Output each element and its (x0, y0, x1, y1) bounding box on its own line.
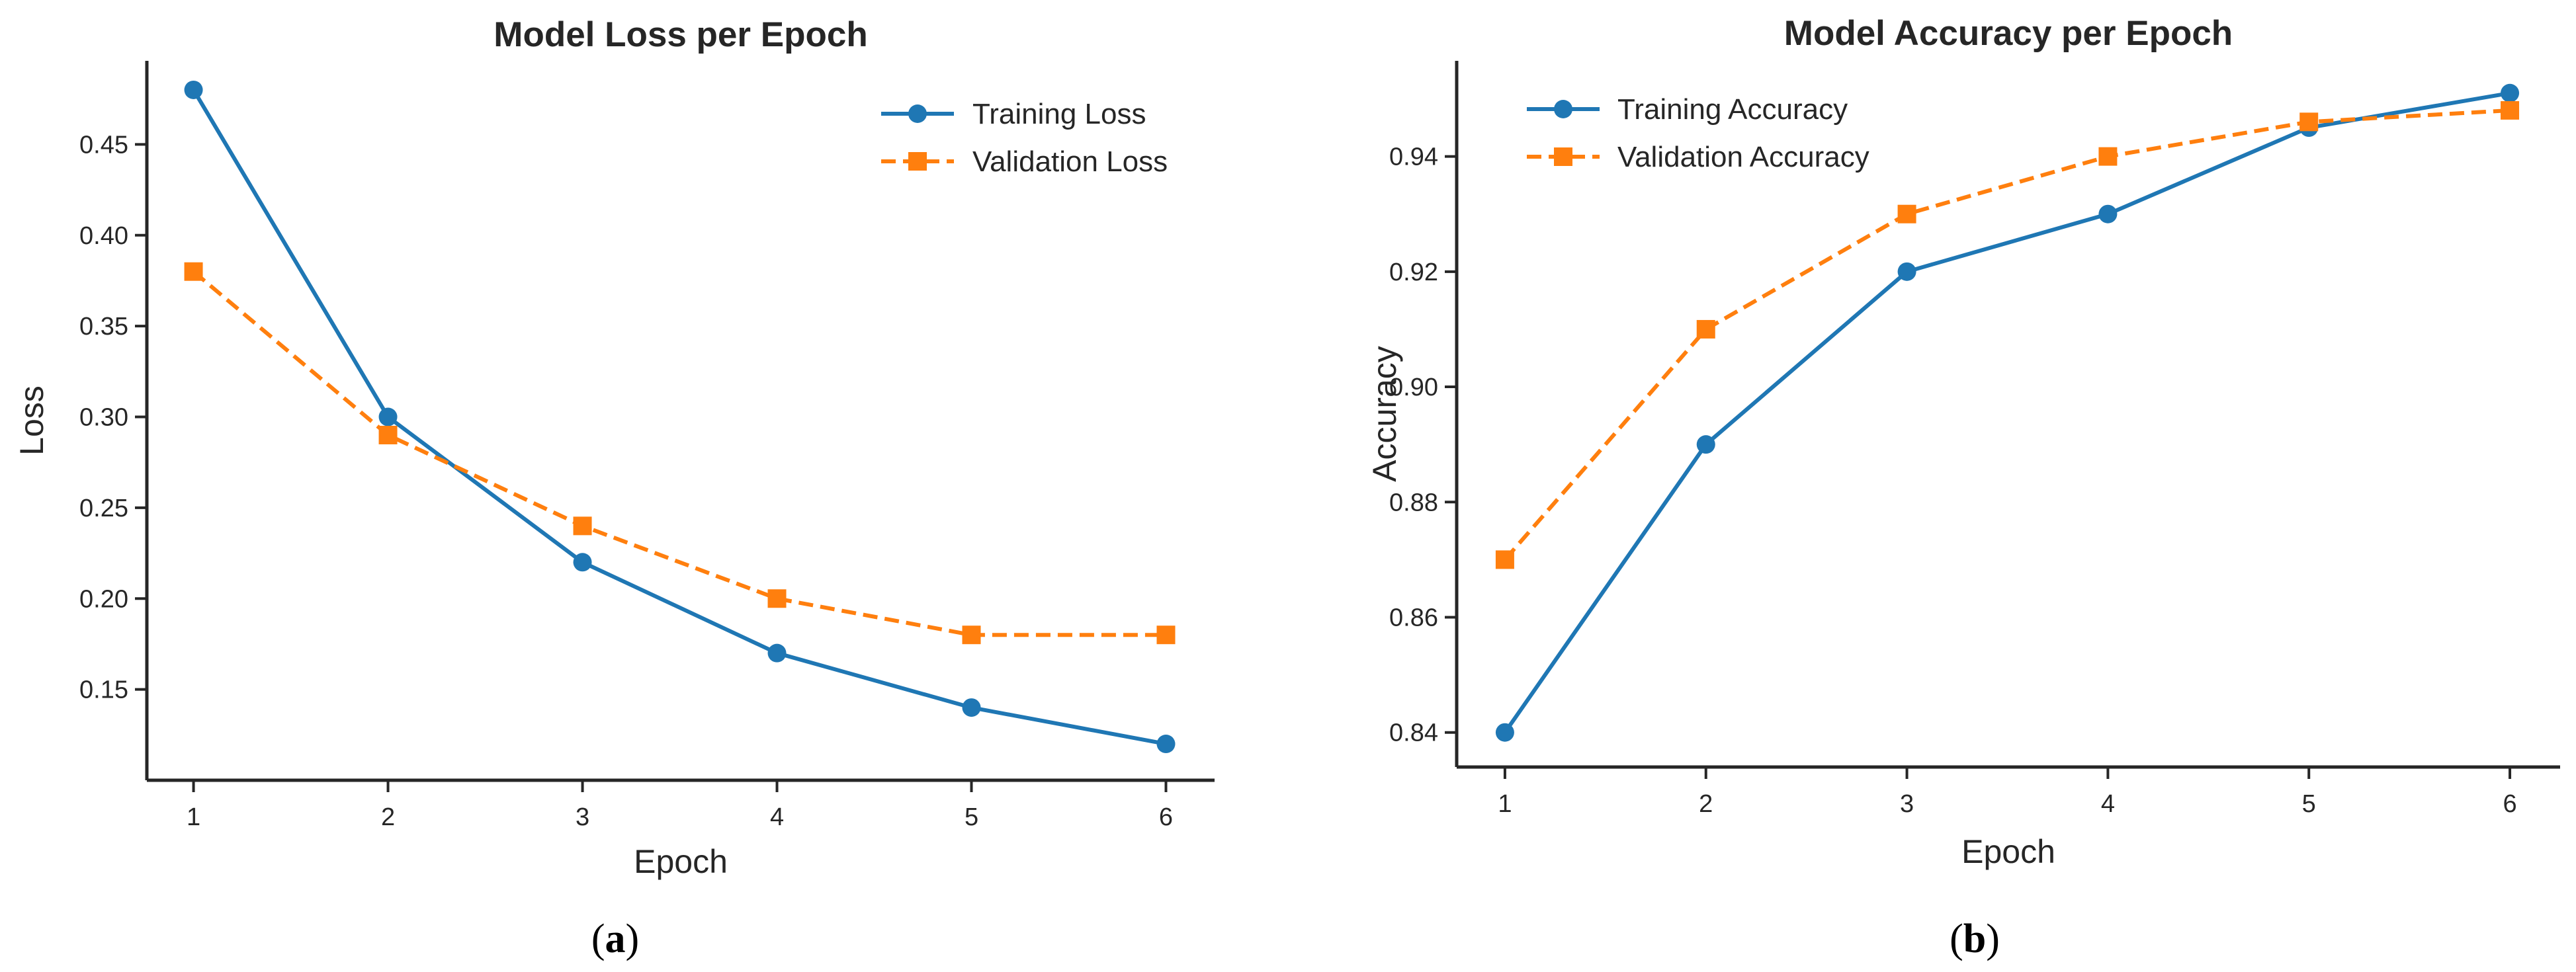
series-line-validation (1503, 108, 2511, 561)
x-tick-label: 1 (187, 803, 200, 831)
data-point-training (2501, 83, 2520, 102)
data-point-validation (184, 262, 203, 281)
x-tick-label: 5 (2302, 790, 2316, 818)
data-point-validation (962, 626, 981, 645)
y-tick-label: 0.40 (79, 222, 128, 250)
y-tick-label: 0.20 (79, 585, 128, 613)
caption-letter: a (605, 916, 626, 961)
data-point-training (1696, 435, 1715, 454)
subfigure-caption: (a) (591, 916, 639, 961)
legend-label: Training Accuracy (1617, 93, 1848, 126)
y-tick-label: 0.90 (1389, 374, 1438, 401)
y-tick-label: 0.84 (1389, 719, 1438, 747)
legend-label: Validation Accuracy (1617, 141, 1869, 173)
legend-label: Training Loss (972, 98, 1146, 130)
y-tick-label: 0.92 (1389, 259, 1438, 286)
x-tick-label: 2 (1699, 790, 1713, 818)
x-tick-label: 5 (965, 803, 978, 831)
x-axis-label: Epoch (1961, 833, 2055, 870)
x-axis-label: Epoch (634, 843, 728, 880)
caption-close-paren: ) (626, 916, 640, 961)
x-tick-label: 1 (1498, 790, 1512, 818)
x-tick-label: 4 (2101, 790, 2115, 818)
data-point-training (1495, 723, 1514, 742)
data-point-training (573, 553, 592, 572)
data-point-training (767, 643, 787, 663)
data-point-training (184, 80, 203, 99)
legend-marker (1554, 100, 1572, 118)
data-point-validation (1897, 204, 1916, 223)
x-tick-label: 6 (1159, 803, 1173, 831)
y-axis-label: Accuracy (1366, 346, 1403, 482)
data-point-training (962, 698, 981, 717)
data-point-validation (2098, 147, 2118, 166)
chart-title: Model Loss per Epoch (494, 15, 867, 54)
data-point-training (378, 407, 398, 426)
x-tick-label: 6 (2503, 790, 2516, 818)
loss-chart: Model Loss per Epoch 1 2 3 4 5 6 0.15 0.20 0.25 0.… (13, 15, 1215, 961)
data-point-validation (767, 589, 787, 608)
accuracy-chart: Model Accuracy per Epoch 1 2 3 4 5 6 0.84 0.86 0.… (1366, 14, 2560, 961)
x-tick-label: 3 (576, 803, 589, 831)
y-tick-label: 0.35 (79, 313, 128, 341)
y-tick-label: 0.94 (1389, 143, 1438, 171)
data-point-training (2098, 204, 2118, 223)
data-point-validation (2299, 112, 2319, 132)
data-point-training (1156, 735, 1176, 754)
y-axis-label: Loss (13, 385, 50, 456)
x-tick-label: 2 (381, 803, 395, 831)
x-tick-label: 3 (1900, 790, 1914, 818)
caption-open-paren: ( (1950, 916, 1963, 961)
series-line-training (1503, 91, 2511, 734)
data-point-validation (1495, 550, 1514, 569)
caption-letter: b (1963, 916, 1986, 961)
legend-marker (1554, 147, 1572, 166)
data-point-validation (1696, 319, 1715, 339)
data-point-training (1897, 262, 1916, 281)
data-point-validation (378, 425, 398, 444)
caption-open-paren: ( (591, 916, 605, 961)
x-tick-label: 4 (770, 803, 784, 831)
chart-title: Model Accuracy per Epoch (1784, 14, 2233, 53)
caption-close-paren: ) (1986, 916, 2000, 961)
data-point-validation (573, 516, 592, 536)
legend-marker (908, 104, 927, 123)
series-line-training (191, 89, 1167, 746)
legend-label: Validation Loss (972, 145, 1168, 178)
subfigure-caption: (b) (1950, 916, 2000, 961)
series-line-validation (192, 270, 1166, 637)
y-tick-label: 0.45 (79, 131, 128, 159)
data-point-validation (1156, 626, 1176, 645)
y-tick-label: 0.86 (1389, 604, 1438, 632)
y-tick-label: 0.30 (79, 404, 128, 432)
y-tick-label: 0.15 (79, 676, 128, 704)
data-point-validation (2501, 101, 2520, 120)
y-tick-label: 0.88 (1389, 489, 1438, 516)
y-tick-label: 0.25 (79, 495, 128, 522)
legend-marker (908, 152, 927, 171)
